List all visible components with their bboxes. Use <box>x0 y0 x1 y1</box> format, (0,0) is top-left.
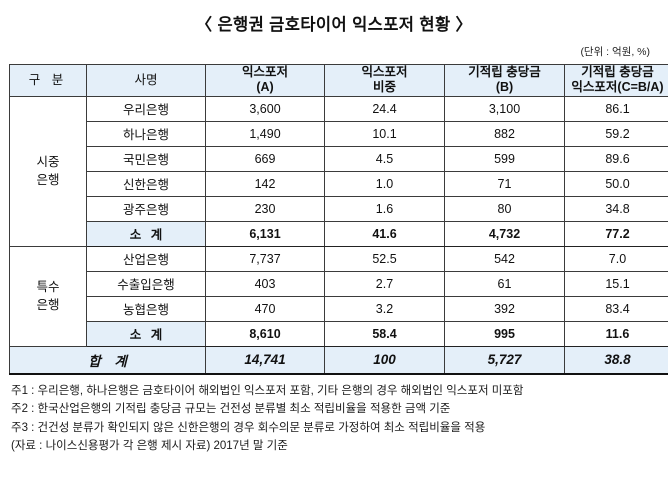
column-header-exposure: 익스포저 (A) <box>206 65 325 97</box>
coverage-nonghyup: 83.4 <box>565 296 668 321</box>
unit-note: (단위 : 억원, %) <box>9 44 659 59</box>
grand-total-coverage: 38.8 <box>565 346 668 374</box>
column-header-exposure-ratio: 익스포저 비중 <box>325 65 445 97</box>
provision-shinhan: 71 <box>445 171 565 196</box>
ratio-woori: 24.4 <box>325 96 445 121</box>
column-header-coverage: 기적립 충당금 익스포저(C=B/A) <box>565 65 668 97</box>
header-row: 구 분 사명 익스포저 (A) 익스포저 비중 기적립 충당금 (B) 기적립 … <box>10 65 668 97</box>
page-title: 〈 은행권 금호타이어 익스포저 현황 〉 <box>9 11 659 35</box>
column-header-provision: 기적립 충당금 (B) <box>445 65 565 97</box>
subtotal-coverage-commercial: 77.2 <box>565 221 668 246</box>
grand-total-ratio: 100 <box>325 346 445 374</box>
subtotal-provision-commercial: 4,732 <box>445 221 565 246</box>
subtotal-label-commercial: 소 계 <box>87 221 206 246</box>
column-header-exposure-line2: (A) <box>206 80 324 95</box>
coverage-gwangju: 34.8 <box>565 196 668 221</box>
exposure-shinhan: 142 <box>206 171 325 196</box>
bank-name-shinhan: 신한은행 <box>87 171 206 196</box>
exposure-gwangju: 230 <box>206 196 325 221</box>
table-row: 시중 은행 우리은행 3,600 24.4 3,100 86.1 <box>10 96 668 121</box>
coverage-kdb: 7.0 <box>565 246 668 271</box>
column-header-provision-line2: (B) <box>445 80 564 95</box>
provision-kookmin: 599 <box>445 146 565 171</box>
group-label-commercial: 시중 은행 <box>10 96 87 246</box>
table-row: 신한은행 142 1.0 71 50.0 <box>10 171 668 196</box>
footnotes: 주1 : 우리은행, 하나은행은 금호타이어 해외법인 익스포저 포함, 기타 … <box>9 382 659 457</box>
table-row: 하나은행 1,490 10.1 882 59.2 <box>10 121 668 146</box>
column-header-provision-line1: 기적립 충당금 <box>445 65 564 80</box>
grand-total-provision: 5,727 <box>445 346 565 374</box>
exposure-kdb: 7,737 <box>206 246 325 271</box>
column-header-exposure-line1: 익스포저 <box>206 65 324 80</box>
ratio-shinhan: 1.0 <box>325 171 445 196</box>
subtotal-provision-specialized: 995 <box>445 321 565 346</box>
column-header-coverage-line2: 익스포저(C=B/A) <box>565 80 668 95</box>
bank-name-hana: 하나은행 <box>87 121 206 146</box>
subtotal-ratio-specialized: 58.4 <box>325 321 445 346</box>
group-label-specialized-line2: 은행 <box>10 296 86 314</box>
column-header-ratio-line2: 비중 <box>325 80 444 95</box>
exposure-woori: 3,600 <box>206 96 325 121</box>
group-label-specialized: 특수 은행 <box>10 246 87 346</box>
document-page: 〈 은행권 금호타이어 익스포저 현황 〉 (단위 : 억원, %) 구 분 사… <box>0 11 668 491</box>
exposure-nonghyup: 470 <box>206 296 325 321</box>
subtotal-coverage-specialized: 11.6 <box>565 321 668 346</box>
ratio-nonghyup: 3.2 <box>325 296 445 321</box>
grand-total-exposure: 14,741 <box>206 346 325 374</box>
column-header-company: 사명 <box>87 65 206 97</box>
provision-kdb: 542 <box>445 246 565 271</box>
table-row: 특수 은행 산업은행 7,737 52.5 542 7.0 <box>10 246 668 271</box>
coverage-hana: 59.2 <box>565 121 668 146</box>
coverage-kookmin: 89.6 <box>565 146 668 171</box>
group-label-specialized-line1: 특수 <box>10 278 86 296</box>
table-row: 농협은행 470 3.2 392 83.4 <box>10 296 668 321</box>
ratio-gwangju: 1.6 <box>325 196 445 221</box>
footnote-2: 주2 : 한국산업은행의 기적립 충당금 규모는 건전성 분류별 최소 적립비율… <box>11 400 659 419</box>
column-header-division: 구 분 <box>10 65 87 97</box>
subtotal-label-specialized: 소 계 <box>87 321 206 346</box>
provision-hana: 882 <box>445 121 565 146</box>
group-label-commercial-line2: 은행 <box>10 171 86 189</box>
bank-name-gwangju: 광주은행 <box>87 196 206 221</box>
grand-total-label: 합 계 <box>10 346 206 374</box>
coverage-shinhan: 50.0 <box>565 171 668 196</box>
source-note: (자료 : 나이스신용평가 각 은행 제시 자료) 2017년 말 기준 <box>11 437 659 456</box>
grand-total-row: 합 계 14,741 100 5,727 38.8 <box>10 346 668 374</box>
table-row: 국민은행 669 4.5 599 89.6 <box>10 146 668 171</box>
bank-name-nonghyup: 농협은행 <box>87 296 206 321</box>
footnote-3: 주3 : 건건성 분류가 확인되지 않은 신한은행의 경우 회수의문 분류로 가… <box>11 419 659 438</box>
bank-name-kookmin: 국민은행 <box>87 146 206 171</box>
footnote-1: 주1 : 우리은행, 하나은행은 금호타이어 해외법인 익스포저 포함, 기타 … <box>11 382 659 401</box>
subtotal-exposure-specialized: 8,610 <box>206 321 325 346</box>
subtotal-row-commercial: 소 계 6,131 41.6 4,732 77.2 <box>10 221 668 246</box>
table-header: 구 분 사명 익스포저 (A) 익스포저 비중 기적립 충당금 (B) 기적립 … <box>10 65 668 97</box>
group-label-commercial-line1: 시중 <box>10 153 86 171</box>
ratio-kookmin: 4.5 <box>325 146 445 171</box>
ratio-kdb: 52.5 <box>325 246 445 271</box>
provision-gwangju: 80 <box>445 196 565 221</box>
subtotal-row-specialized: 소 계 8,610 58.4 995 11.6 <box>10 321 668 346</box>
exposure-kookmin: 669 <box>206 146 325 171</box>
ratio-eximbank: 2.7 <box>325 271 445 296</box>
provision-nonghyup: 392 <box>445 296 565 321</box>
bank-name-woori: 우리은행 <box>87 96 206 121</box>
subtotal-exposure-commercial: 6,131 <box>206 221 325 246</box>
column-header-coverage-line1: 기적립 충당금 <box>565 65 668 80</box>
ratio-hana: 10.1 <box>325 121 445 146</box>
provision-woori: 3,100 <box>445 96 565 121</box>
column-header-ratio-line1: 익스포저 <box>325 65 444 80</box>
coverage-woori: 86.1 <box>565 96 668 121</box>
exposure-table: 구 분 사명 익스포저 (A) 익스포저 비중 기적립 충당금 (B) 기적립 … <box>9 64 668 375</box>
coverage-eximbank: 15.1 <box>565 271 668 296</box>
exposure-hana: 1,490 <box>206 121 325 146</box>
subtotal-ratio-commercial: 41.6 <box>325 221 445 246</box>
bank-name-kdb: 산업은행 <box>87 246 206 271</box>
bank-name-eximbank: 수출입은행 <box>87 271 206 296</box>
table-row: 수출입은행 403 2.7 61 15.1 <box>10 271 668 296</box>
provision-eximbank: 61 <box>445 271 565 296</box>
exposure-eximbank: 403 <box>206 271 325 296</box>
table-row: 광주은행 230 1.6 80 34.8 <box>10 196 668 221</box>
table-body: 시중 은행 우리은행 3,600 24.4 3,100 86.1 하나은행 1,… <box>10 96 668 374</box>
